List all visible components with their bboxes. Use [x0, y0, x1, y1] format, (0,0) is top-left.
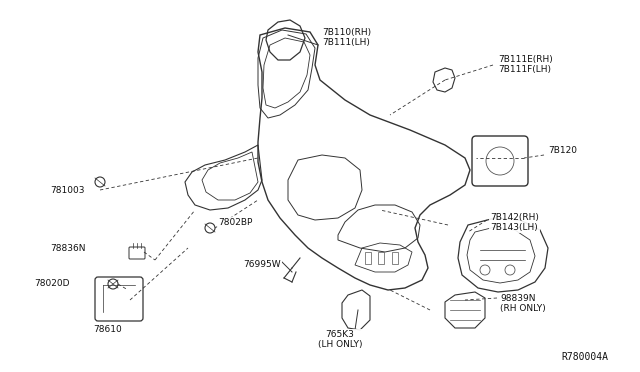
Text: 78836N: 78836N	[50, 244, 86, 253]
Text: 765K3
(LH ONLY): 765K3 (LH ONLY)	[317, 330, 362, 349]
Text: 98839N
(RH ONLY): 98839N (RH ONLY)	[500, 294, 546, 313]
Text: R780004A: R780004A	[561, 352, 608, 362]
Text: 78020D: 78020D	[34, 279, 70, 288]
Text: 7B111E(RH)
7B111F(LH): 7B111E(RH) 7B111F(LH)	[498, 55, 553, 74]
Text: 78610: 78610	[93, 325, 122, 334]
Text: 7802BP: 7802BP	[218, 218, 252, 227]
Text: 781003: 781003	[50, 186, 84, 195]
Text: 76995W: 76995W	[243, 260, 281, 269]
Text: 7B120: 7B120	[548, 145, 577, 154]
Text: 7B142(RH)
7B143(LH): 7B142(RH) 7B143(LH)	[490, 213, 539, 232]
Text: 7B110(RH)
7B111(LH): 7B110(RH) 7B111(LH)	[322, 28, 371, 47]
